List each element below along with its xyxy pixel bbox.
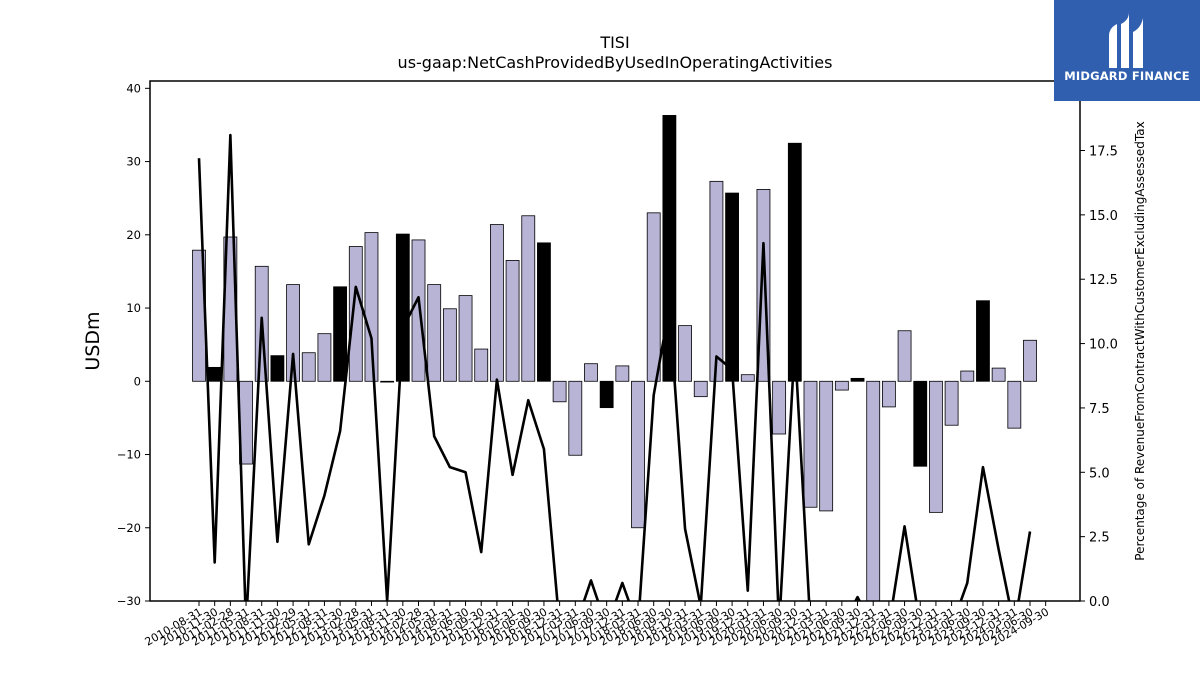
bar-2020-12-31 bbox=[803, 380, 818, 508]
bar-2014-05-31 bbox=[427, 284, 442, 382]
bar-2017-12-31 bbox=[615, 365, 630, 382]
bar-2021-06-30 bbox=[834, 380, 849, 391]
bar-2016-06-30 bbox=[521, 215, 536, 382]
bar-2021-12-31 bbox=[866, 380, 881, 601]
y-tick-label: 0 bbox=[134, 374, 141, 388]
bar-2017-03-31 bbox=[568, 380, 583, 456]
chart-title: TISI bbox=[599, 33, 629, 52]
bar-2015-06-30 bbox=[458, 295, 473, 382]
bar-2010-11-30 bbox=[207, 366, 222, 382]
bar-2019-03-31 bbox=[693, 380, 708, 398]
y-tick-label: −30 bbox=[117, 594, 141, 608]
bar-2019-06-30 bbox=[709, 180, 724, 382]
bar-2022-06-30 bbox=[897, 330, 912, 382]
bar-2023-03-31 bbox=[944, 380, 959, 426]
bar-2021-03-31 bbox=[819, 380, 834, 512]
logo-mark-icon bbox=[1109, 12, 1143, 68]
bar-2016-03-31 bbox=[505, 260, 520, 382]
chart-subtitle: us-gaap:NetCashProvidedByUsedInOperating… bbox=[398, 53, 833, 72]
y-tick-label: −20 bbox=[117, 521, 141, 535]
y2-tick-label: 5.0 bbox=[1089, 466, 1110, 481]
bar-2016-12-31 bbox=[552, 380, 567, 403]
bar-2022-03-31 bbox=[881, 380, 896, 408]
bar-2017-09-30 bbox=[599, 380, 614, 409]
y2-tick-label: 10.0 bbox=[1089, 338, 1118, 353]
bar-2012-02-29 bbox=[286, 284, 300, 382]
bar-2022-12-31 bbox=[929, 380, 943, 513]
bar-2015-12-31 bbox=[490, 224, 504, 382]
y-tick-label: 30 bbox=[126, 155, 141, 169]
plot-frame bbox=[149, 80, 1081, 602]
bar-2012-05-31 bbox=[301, 352, 316, 382]
bar-2013-02-28 bbox=[348, 246, 363, 382]
bar-2014-02-28 bbox=[411, 239, 426, 382]
bar-2020-09-30 bbox=[787, 142, 802, 382]
bar-2016-09-30 bbox=[537, 242, 551, 382]
bar-2020-06-30 bbox=[772, 380, 787, 435]
bar-2013-08-31 bbox=[380, 380, 395, 383]
y2-axis-label: Percentage of RevenueFromContractWithCus… bbox=[1133, 121, 1147, 560]
bar-2018-06-30 bbox=[646, 212, 661, 382]
bar-2023-06-30 bbox=[960, 370, 975, 382]
y2-tick-label: 12.5 bbox=[1089, 273, 1118, 288]
bar-2024-03-31 bbox=[1007, 380, 1022, 429]
y-tick-label: −10 bbox=[117, 448, 141, 462]
bar-2012-08-31 bbox=[317, 333, 332, 382]
bar-2014-08-31 bbox=[442, 308, 457, 382]
bar-2019-09-30 bbox=[725, 192, 739, 382]
y-tick-label: 10 bbox=[126, 301, 141, 315]
bar-2024-06-30 bbox=[1023, 339, 1037, 382]
y2-tick-label: 2.5 bbox=[1089, 531, 1110, 546]
bar-2011-11-30 bbox=[270, 355, 285, 382]
bar-2023-09-30 bbox=[976, 300, 990, 382]
y-tick-label: 20 bbox=[126, 228, 141, 242]
plot-area bbox=[192, 115, 1037, 601]
bar-2022-09-30 bbox=[913, 380, 928, 467]
y2-tick-label: 15.0 bbox=[1089, 209, 1118, 224]
bar-2019-12-31 bbox=[740, 374, 755, 382]
bar-2018-09-30 bbox=[662, 115, 677, 382]
brand-logo: MIDGARD FINANCE bbox=[1054, 0, 1200, 101]
y2-tick-label: 17.5 bbox=[1089, 145, 1118, 160]
percentage-line bbox=[197, 133, 1032, 601]
y2-tick-label: 7.5 bbox=[1089, 402, 1110, 417]
bar-2012-11-30 bbox=[333, 286, 348, 382]
y2-tick-label: 0.0 bbox=[1089, 595, 1110, 610]
bar-2018-03-31 bbox=[631, 380, 645, 529]
bar-2013-11-30 bbox=[395, 233, 410, 382]
y-tick-label: 40 bbox=[126, 81, 141, 95]
bar-2017-06-30 bbox=[584, 363, 598, 382]
bar-2015-09-30 bbox=[474, 348, 489, 382]
bar-2013-05-31 bbox=[364, 232, 379, 382]
bar-2018-12-31 bbox=[678, 325, 692, 382]
bar-2023-12-31 bbox=[991, 367, 1006, 382]
logo-text: MIDGARD FINANCE bbox=[1064, 69, 1190, 83]
y-axis-label: USDm bbox=[82, 311, 104, 370]
bar-2021-09-30 bbox=[850, 377, 865, 382]
